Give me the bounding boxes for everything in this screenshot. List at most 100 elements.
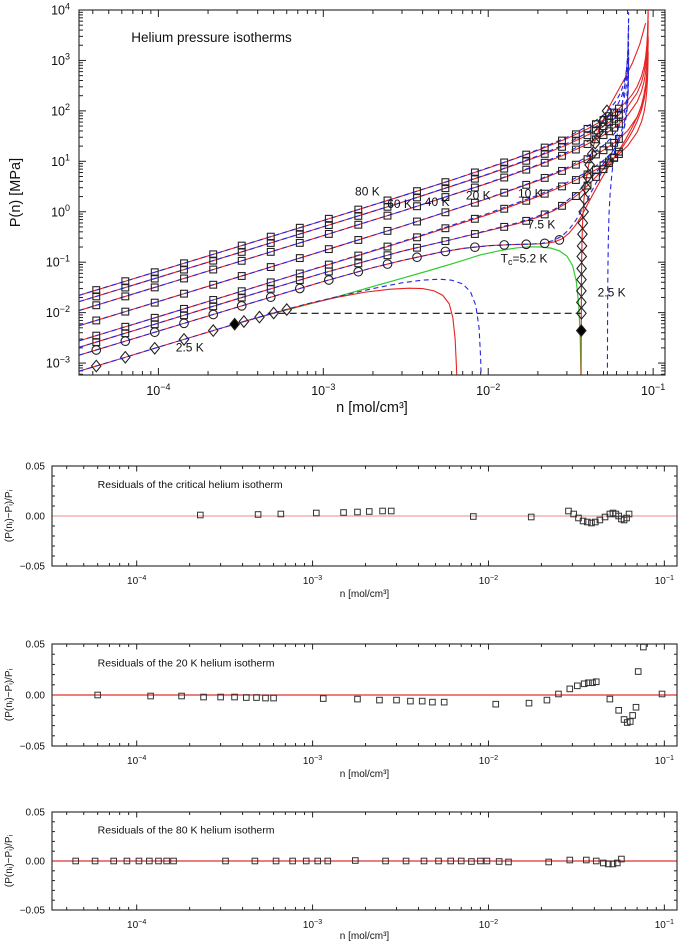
markers-dia-fill-gas (229, 317, 241, 331)
diamond-marker (238, 314, 250, 329)
square-marker (354, 211, 363, 220)
markers-sq-20K (92, 134, 623, 325)
square-marker (324, 245, 333, 254)
square-marker (583, 155, 592, 164)
diamond-marker (597, 114, 609, 128)
square-marker (500, 158, 509, 167)
square-marker (585, 679, 592, 687)
square-marker (123, 857, 131, 865)
square-marker (266, 284, 275, 293)
tick-label: 102 (51, 102, 70, 118)
square-marker (302, 857, 310, 865)
circle-marker (323, 275, 334, 285)
main-chart: 10−4 10−3 10−2 10−1 10−3 10−2 10−1 100 101 102 103… (8, 1, 666, 416)
tick-label: 101 (51, 153, 70, 169)
tick-label: 0.00 (26, 512, 46, 523)
square-marker (121, 292, 130, 301)
square-marker (155, 857, 162, 865)
square-marker (376, 696, 383, 704)
tick-label: −0.05 (20, 562, 46, 573)
square-marker (324, 229, 333, 238)
square-marker (222, 857, 229, 865)
square-marker (522, 150, 531, 159)
square-marker (500, 188, 509, 197)
square-marker (566, 856, 574, 864)
tick-label: 0.00 (26, 691, 46, 702)
square-marker (340, 509, 347, 516)
square-marker (500, 222, 509, 231)
markers-dia-fill-liquid (575, 324, 587, 338)
diamond-marker (577, 216, 589, 230)
square-marker (180, 289, 188, 298)
square-marker (522, 180, 531, 189)
square-marker (94, 691, 101, 699)
circle-marker (236, 300, 247, 311)
square-marker (237, 272, 246, 280)
diamond-marker (576, 306, 587, 320)
square-marker (540, 149, 549, 158)
y-axis-label: (P(nᵢ)−Pᵢ)/Pᵢ (4, 668, 15, 721)
square-marker (558, 182, 566, 191)
plot-frame (51, 811, 678, 911)
line-blue-2p5K-gas (79, 278, 482, 375)
square-marker (468, 858, 475, 865)
annotation: 60 K (387, 197, 412, 211)
square-marker (289, 857, 296, 865)
tick-label: 10−2 (479, 917, 498, 931)
square-marker (382, 857, 389, 865)
diamond-marker (254, 310, 265, 324)
square-marker (354, 236, 363, 244)
square-marker (470, 174, 479, 183)
tick-label: 10−2 (476, 382, 500, 398)
square-marker (178, 692, 185, 700)
line-red-2p5K-gas (79, 287, 458, 375)
square-marker (295, 238, 304, 247)
tick-label: 10−2 (479, 753, 498, 767)
diamond-marker (582, 169, 593, 184)
diamond-marker (90, 359, 102, 373)
square-marker (522, 165, 531, 174)
square-marker (354, 259, 363, 268)
circle-marker (440, 246, 451, 257)
square-marker (243, 694, 250, 701)
square-marker (457, 857, 465, 865)
square-marker (354, 251, 363, 260)
annotation: Residuals of the 20 K helium isotherm (98, 657, 275, 669)
square-marker (163, 857, 170, 865)
tick-label: 103 (51, 52, 70, 68)
square-marker (505, 858, 512, 866)
annotation: Residuals of the critical helium isother… (98, 479, 283, 491)
tick-label: 10−1 (46, 253, 70, 269)
square-marker (540, 189, 549, 198)
square-marker (614, 119, 623, 128)
square-marker (429, 698, 436, 706)
diamond-marker (580, 181, 592, 195)
circle-marker (382, 259, 393, 269)
square-marker (470, 513, 477, 520)
markers-sq-60K (92, 110, 623, 301)
square-marker (200, 693, 207, 701)
square-marker (571, 136, 580, 145)
square-marker (180, 265, 188, 274)
diamond-marker (586, 147, 598, 161)
square-marker (209, 280, 218, 289)
square-marker (483, 857, 491, 865)
square-marker (314, 857, 322, 865)
diamond-marker (589, 136, 601, 150)
square-marker (470, 198, 479, 207)
square-marker (500, 164, 509, 173)
square-marker (393, 696, 400, 704)
square-marker (237, 256, 246, 265)
y-axis-label: (P(nᵢ)−Pᵢ)/Pᵢ (4, 834, 15, 887)
annotation: 80 K (355, 185, 380, 199)
square-marker (592, 857, 600, 865)
square-marker (583, 856, 590, 864)
square-marker (571, 176, 580, 184)
square-marker (383, 226, 392, 235)
y-axis-label: P(n) [MPa] (8, 158, 24, 227)
square-marker (580, 680, 588, 688)
square-marker (626, 718, 634, 725)
square-marker (614, 104, 623, 113)
circle-marker (353, 266, 364, 277)
